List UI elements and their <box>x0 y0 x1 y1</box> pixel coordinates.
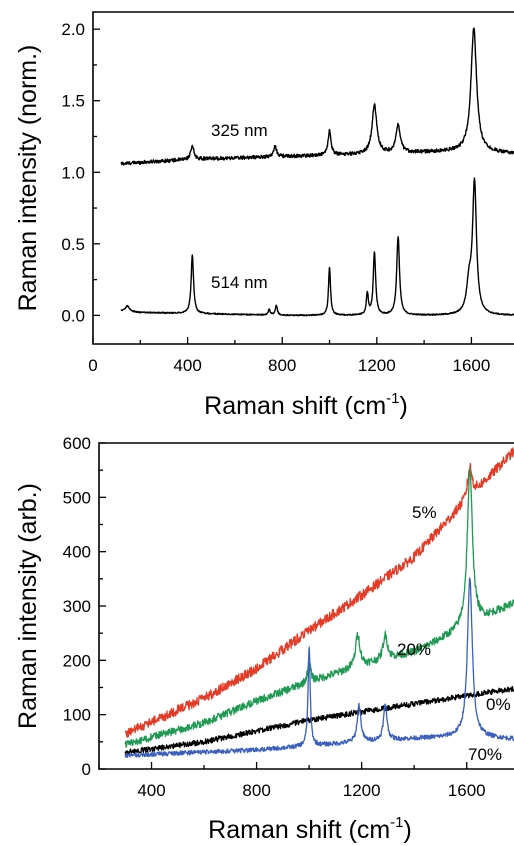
bottom-series-label-0pct: 0% <box>486 695 511 714</box>
top-y-tick-label-3: 1.5 <box>61 92 85 111</box>
top-y-tick-label-0: 0.0 <box>61 306 85 325</box>
bottom-y-tick-label-0: 0 <box>82 760 91 779</box>
bottom-x-tick-label-800: 800 <box>242 781 270 800</box>
top-y-axis-title: Raman intensity (norm.) <box>14 45 42 312</box>
chart-top: 0 400 800 1200 1600 0.0 0.5 1.0 1.5 2.0 325 nm 51… <box>14 11 514 420</box>
bottom-series-label-70pct: 70% <box>468 745 502 764</box>
bottom-series-label-5pct: 5% <box>412 503 437 522</box>
top-plot-frame <box>92 11 514 345</box>
top-series-label-514nm: 514 nm <box>211 273 268 292</box>
top-series-514nm <box>120 177 514 317</box>
top-y-tick-label-1: 0.5 <box>61 235 85 254</box>
bottom-y-axis-title: Raman intensity (arb.) <box>14 483 42 729</box>
top-x-tick-label-1600: 1600 <box>453 356 491 375</box>
bottom-x-axis-title-sup: -1 <box>390 814 403 831</box>
bottom-series-5 <box>124 447 514 738</box>
bottom-x-tick-label-1200: 1200 <box>343 781 381 800</box>
bottom-series-0 <box>124 685 514 756</box>
top-x-axis-title-close: ) <box>400 392 408 420</box>
top-series <box>120 27 514 317</box>
top-series-label-325nm: 325 nm <box>211 121 268 140</box>
bottom-y-tick-label-3: 300 <box>63 597 91 616</box>
bottom-y-tick-label-1: 100 <box>63 706 91 725</box>
bottom-x-tick-label-1600: 1600 <box>448 781 486 800</box>
top-x-axis-title-sup: -1 <box>386 390 399 407</box>
bottom-y-tick-label-4: 400 <box>63 543 91 562</box>
bottom-series-label-20pct: 20% <box>397 640 431 659</box>
top-x-tick-label-1200: 1200 <box>358 356 396 375</box>
top-x-tick-label-800: 800 <box>268 356 296 375</box>
bottom-y-tick-label-5: 500 <box>63 488 91 507</box>
bottom-x-axis-title-main: Raman shift (cm <box>208 816 390 844</box>
top-x-axis-title: Raman shift (cm-1) <box>204 390 408 420</box>
chart-bottom: 400 800 1200 1600 0 100 200 300 400 500 600 5% 20%… <box>14 434 514 844</box>
bottom-x-axis-title: Raman shift (cm-1) <box>208 814 412 844</box>
top-y-tick-label-4: 2.0 <box>61 20 85 39</box>
bottom-series-70 <box>124 577 514 759</box>
top-ticks: 0 400 800 1200 1600 0.0 0.5 1.0 1.5 2.0 <box>61 20 490 375</box>
top-x-tick-label-400: 400 <box>173 356 201 375</box>
bottom-x-axis-title-close: ) <box>404 816 412 844</box>
top-y-tick-label-2: 1.0 <box>61 163 85 182</box>
top-x-tick-label-0: 0 <box>88 356 97 375</box>
bottom-series-20 <box>124 467 514 748</box>
bottom-series <box>124 447 514 759</box>
top-x-axis-title-main: Raman shift (cm <box>204 392 386 420</box>
bottom-y-tick-label-6: 600 <box>63 434 91 453</box>
bottom-x-tick-label-400: 400 <box>137 781 165 800</box>
top-series-325nm <box>120 27 514 166</box>
bottom-y-tick-label-2: 200 <box>63 651 91 670</box>
bottom-ticks: 400 800 1200 1600 0 100 200 300 400 500 600 <box>63 434 486 800</box>
